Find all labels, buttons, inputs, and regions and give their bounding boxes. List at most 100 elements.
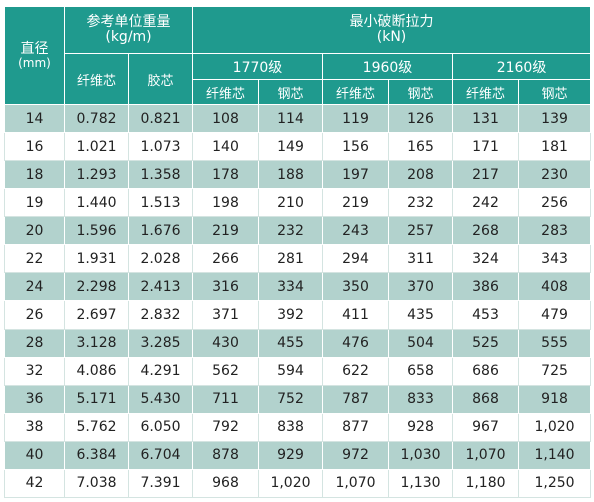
value-cell: 119 [322,103,389,134]
grade-2160-fiber-core: 纤维芯 [452,79,519,105]
value-cell: 232 [258,216,323,246]
table-row: 32 4.086 4.291 562 594 622 658 686 725 [4,356,592,386]
value-cell: 219 [322,188,389,218]
diameter-unit: (mm) [18,55,51,70]
table-row: 22 1.931 2.028 266 281 294 311 324 343 [4,244,592,274]
diameter-cell: 28 [4,328,65,358]
table-row: 40 6.384 6.704 878 929 972 1,030 1,070 1,140 [4,440,592,470]
value-cell: 5.430 [128,384,193,414]
diameter-cell: 38 [4,412,65,442]
value-cell: 1.358 [128,160,193,190]
diameter-cell: 42 [4,468,65,499]
value-cell: 408 [517,272,592,302]
value-cell: 108 [192,103,259,134]
value-cell: 525 [452,328,519,358]
value-cell: 316 [192,272,259,302]
value-cell: 918 [517,384,592,414]
force-header: 最小破断拉力 (kN) [191,6,592,54]
value-cell: 838 [258,412,323,442]
diameter-cell: 24 [4,272,65,302]
value-cell: 324 [452,244,519,274]
value-cell: 219 [192,216,259,246]
value-cell: 294 [322,244,389,274]
grade-1770-fiber-core: 纤维芯 [192,79,259,105]
value-cell: 5.762 [64,412,129,442]
value-cell: 139 [517,103,592,134]
diameter-label: 直径 [20,40,49,57]
force-label: 最小破断拉力 [349,14,434,30]
value-cell: 411 [322,300,389,330]
diameter-cell: 40 [4,440,65,470]
diameter-cell: 20 [4,216,65,246]
value-cell: 311 [388,244,453,274]
diameter-cell: 19 [4,188,65,218]
value-cell: 1.931 [64,244,129,274]
value-cell: 622 [322,356,389,386]
value-cell: 1,030 [388,440,453,470]
value-cell: 968 [192,468,259,499]
value-cell: 1,130 [388,468,453,499]
grade-1770: 1770级 [192,53,323,80]
value-cell: 2.832 [128,300,193,330]
value-cell: 868 [452,384,519,414]
value-cell: 149 [258,132,323,162]
table-row: 20 1.596 1.676 219 232 243 257 268 283 [4,216,592,246]
value-cell: 178 [192,160,259,190]
grade-2160: 2160级 [451,53,592,80]
value-cell: 3.128 [64,328,129,358]
value-cell: 476 [322,328,389,358]
value-cell: 453 [452,300,519,330]
value-cell: 658 [388,356,453,386]
diameter-cell: 18 [4,160,65,190]
diameter-cell: 22 [4,244,65,274]
value-cell: 1.021 [64,132,129,162]
value-cell: 181 [517,132,592,162]
value-cell: 1.073 [128,132,193,162]
value-cell: 833 [388,384,453,414]
table-row: 19 1.440 1.513 198 210 219 232 242 256 [4,188,592,218]
value-cell: 230 [517,160,592,190]
value-cell: 929 [258,440,323,470]
value-cell: 266 [192,244,259,274]
value-cell: 256 [517,188,592,218]
value-cell: 4.086 [64,356,129,386]
table-row: 14 0.782 0.821 108 114 119 126 131 139 [4,103,592,134]
value-cell: 140 [192,132,259,162]
value-cell: 217 [452,160,519,190]
value-cell: 2.028 [128,244,193,274]
value-cell: 268 [452,216,519,246]
value-cell: 455 [258,328,323,358]
value-cell: 928 [388,412,453,442]
value-cell: 967 [452,412,519,442]
weight-label: 参考单位重量 [86,14,171,30]
grade-2160-steel-core: 钢芯 [517,79,592,105]
value-cell: 2.697 [64,300,129,330]
value-cell: 243 [322,216,389,246]
rope-spec-table: 直径 (mm) 参考单位重量 (kg/m) 最小破断拉力 (kN) 纤维芯 胶芯… [4,6,592,499]
value-cell: 283 [517,216,592,246]
value-cell: 6.704 [128,440,193,470]
table-row: 38 5.762 6.050 792 838 877 928 967 1,020 [4,412,592,442]
value-cell: 208 [388,160,453,190]
value-cell: 4.291 [128,356,193,386]
diameter-cell: 16 [4,132,65,162]
diameter-cell: 26 [4,300,65,330]
value-cell: 242 [452,188,519,218]
table-row: 18 1.293 1.358 178 188 197 208 217 230 [4,160,592,190]
grade-1960-steel-core: 钢芯 [388,79,453,105]
value-cell: 197 [322,160,389,190]
value-cell: 334 [258,272,323,302]
value-cell: 114 [258,103,323,134]
table-row: 24 2.298 2.413 316 334 350 370 386 408 [4,272,592,302]
value-cell: 6.384 [64,440,129,470]
value-cell: 435 [388,300,453,330]
table-row: 26 2.697 2.832 371 392 411 435 453 479 [4,300,592,330]
value-cell: 131 [452,103,519,134]
value-cell: 711 [192,384,259,414]
value-cell: 1.440 [64,188,129,218]
value-cell: 370 [388,272,453,302]
value-cell: 171 [452,132,519,162]
table-row: 36 5.171 5.430 711 752 787 833 868 918 [4,384,592,414]
value-cell: 198 [192,188,259,218]
value-cell: 0.821 [128,103,193,134]
